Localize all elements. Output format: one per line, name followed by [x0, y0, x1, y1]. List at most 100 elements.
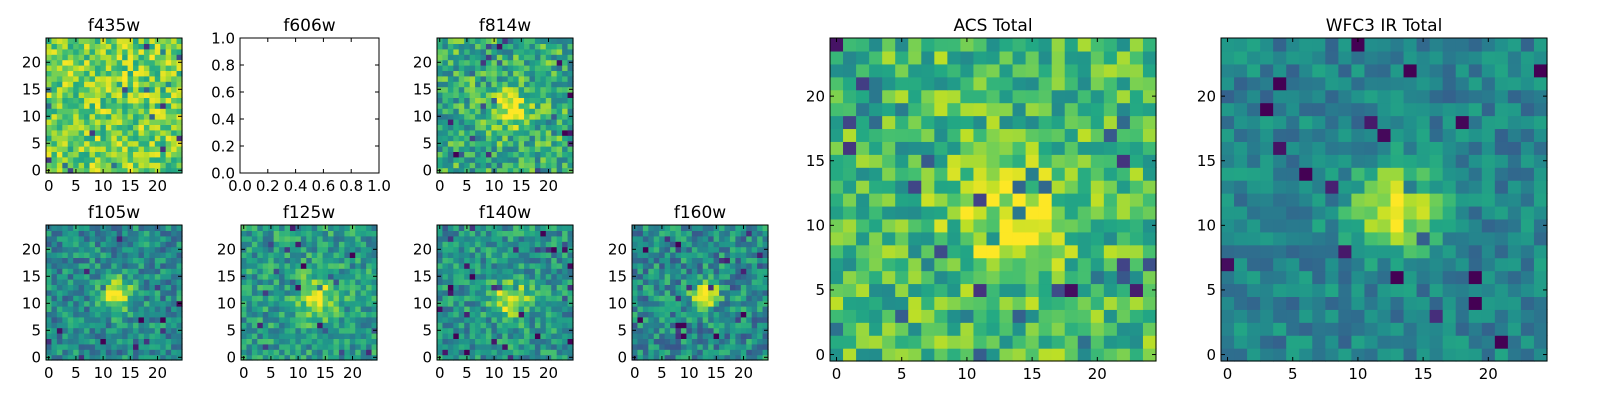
heatmap-cell	[160, 103, 166, 109]
heatmap-cell	[524, 76, 530, 82]
heatmap-cell	[144, 141, 150, 147]
heatmap-cell	[1443, 309, 1457, 323]
heatmap-cell	[540, 108, 546, 114]
heatmap-cell	[257, 317, 263, 323]
heatmap-cell	[486, 157, 492, 163]
heatmap-cell	[1065, 167, 1079, 181]
heatmap-cell	[263, 257, 269, 263]
heatmap-cell	[166, 146, 172, 152]
heatmap-cell	[1117, 245, 1131, 259]
heatmap-cell	[350, 284, 356, 290]
panel-title: f105w	[88, 203, 140, 223]
heatmap-cell	[1013, 258, 1027, 272]
heatmap-cell	[1508, 296, 1522, 310]
heatmap-cell	[263, 301, 269, 307]
heatmap-cell	[1495, 322, 1509, 336]
heatmap-cell	[79, 263, 85, 269]
heatmap-cell	[557, 151, 563, 157]
heatmap-cell	[95, 284, 101, 290]
heatmap-cell	[437, 157, 443, 163]
heatmap-cell	[551, 274, 557, 280]
heatmap-cell	[117, 141, 123, 147]
heatmap-cell	[79, 76, 85, 82]
heatmap-cell	[692, 257, 698, 263]
heatmap-cell	[708, 279, 714, 285]
heatmap-cell	[1091, 335, 1105, 349]
heatmap-cell	[257, 268, 263, 274]
heatmap-cell	[111, 252, 117, 258]
heatmap-cell	[1299, 219, 1313, 233]
heatmap-cell	[1104, 335, 1118, 349]
heatmap-cell	[486, 322, 492, 328]
panel-title: f125w	[283, 203, 335, 223]
heatmap-cell	[453, 43, 459, 49]
heatmap-cell	[1338, 348, 1352, 362]
heatmap-cell	[752, 274, 758, 280]
heatmap-cell	[62, 225, 68, 231]
heatmap-cell	[557, 76, 563, 82]
heatmap-cell	[171, 146, 177, 152]
heatmap-cell	[79, 38, 85, 44]
heatmap-cell	[1404, 206, 1418, 220]
heatmap-cell	[1312, 296, 1326, 310]
heatmap-cell	[882, 296, 896, 310]
heatmap-cell	[973, 219, 987, 233]
heatmap-cell	[366, 344, 372, 350]
heatmap-cell	[481, 54, 487, 60]
heatmap-cell	[882, 64, 896, 78]
heatmap-cell	[1391, 206, 1405, 220]
heatmap-cell	[1443, 271, 1457, 285]
heatmap-cell	[160, 124, 166, 130]
heatmap-cell	[1078, 77, 1092, 91]
heatmap-cell	[1273, 206, 1287, 220]
heatmap-cell	[459, 60, 465, 66]
heatmap-cell	[1286, 245, 1300, 259]
heatmap-cell	[79, 70, 85, 76]
heatmap-cell	[497, 333, 503, 339]
heatmap-cell	[301, 295, 307, 301]
heatmap-cell	[111, 124, 117, 130]
heatmap-cell	[1508, 309, 1522, 323]
heatmap-cell	[648, 322, 654, 328]
heatmap-cell	[508, 247, 514, 253]
heatmap-cell	[51, 141, 57, 147]
heatmap-cell	[665, 257, 671, 263]
heatmap-cell	[133, 225, 139, 231]
heatmap-cell	[947, 245, 961, 259]
heatmap-cell	[73, 268, 79, 274]
y-tick-label: 20	[413, 241, 432, 259]
heatmap-cell	[676, 290, 682, 296]
heatmap-cell	[1039, 51, 1053, 65]
heatmap-cell	[106, 257, 112, 263]
heatmap-cell	[934, 103, 948, 117]
heatmap-cell	[869, 232, 883, 246]
heatmap-cell	[960, 141, 974, 155]
heatmap-cell	[155, 103, 161, 109]
heatmap-cell	[68, 295, 74, 301]
heatmap-cell	[502, 135, 508, 141]
heatmap-cell	[1495, 309, 1509, 323]
heatmap-cell	[339, 349, 345, 355]
heatmap-cell	[46, 290, 52, 296]
heatmap-cell	[1391, 219, 1405, 233]
heatmap-cell	[735, 268, 741, 274]
heatmap-cell	[643, 268, 649, 274]
heatmap-cell	[90, 333, 96, 339]
heatmap-cell	[73, 301, 79, 307]
heatmap-cell	[502, 97, 508, 103]
heatmap-cell	[62, 274, 68, 280]
heatmap-cell	[350, 311, 356, 317]
heatmap-cell	[757, 241, 763, 247]
heatmap-cell	[100, 252, 106, 258]
heatmap-cell	[344, 274, 350, 280]
heatmap-cell	[459, 252, 465, 258]
heatmap-cell	[1417, 283, 1431, 297]
heatmap-cell	[138, 274, 144, 280]
heatmap-cell	[73, 236, 79, 242]
heatmap-cell	[90, 252, 96, 258]
heatmap-cell	[79, 114, 85, 120]
heatmap-cell	[171, 295, 177, 301]
heatmap-cell	[241, 344, 247, 350]
heatmap-cell	[1508, 245, 1522, 259]
heatmap-cell	[752, 241, 758, 247]
